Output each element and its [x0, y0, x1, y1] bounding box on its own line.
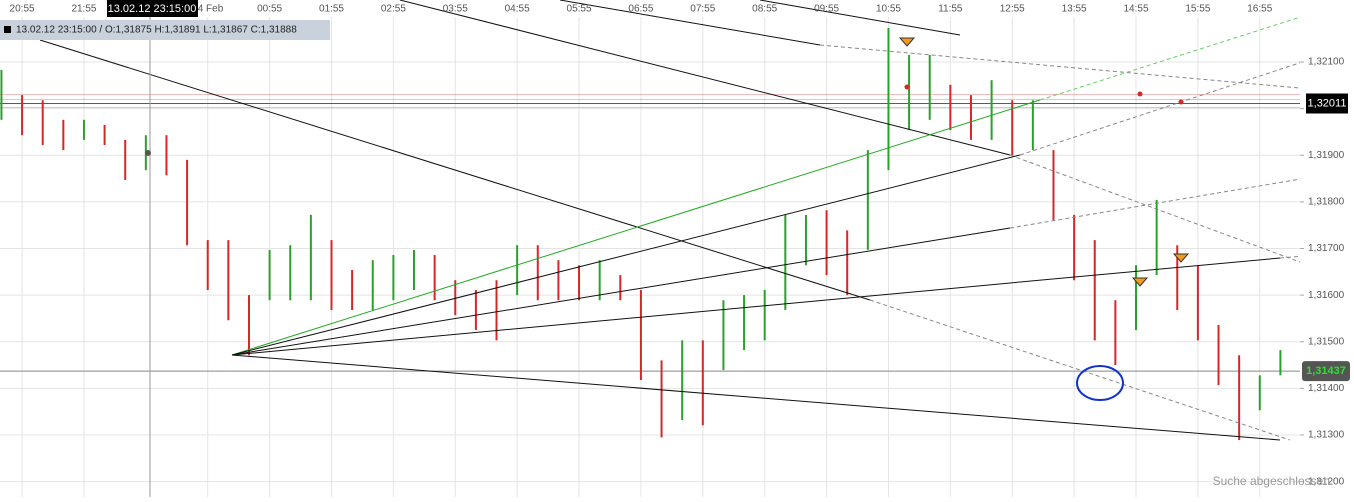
y-tick-label: 1,31400: [1308, 383, 1345, 394]
x-tick-label: 13:55: [1062, 4, 1087, 15]
x-tick-label: 16:55: [1247, 4, 1272, 15]
y-tick-label: 1,31200: [1308, 476, 1345, 487]
x-tick-label: 15:55: [1185, 4, 1210, 15]
axes: 20:55 21:55 14 Feb 00:55 01:55 02:55 03:55 04:5…: [10, 0, 1354, 497]
x-tick-label: 20:55: [10, 4, 35, 15]
x-tick-label: 12:55: [1000, 4, 1025, 15]
level-label: 1,32011: [1308, 97, 1347, 109]
crosshair-label: 13.02.12 23:15:00: [108, 3, 197, 15]
x-tick-label: 07:55: [690, 4, 715, 15]
x-tick-label: 03:55: [443, 4, 468, 15]
x-tick-label: 02:55: [381, 4, 406, 15]
ohlc-info: 13.02.12 23:15:00 / O:1,31875 H:1,31891 …: [16, 25, 297, 36]
x-tick-label: 08:55: [752, 4, 777, 15]
x-tick-label: 06:55: [628, 4, 653, 15]
x-tick-label: 21:55: [71, 4, 96, 15]
last-price-label: 1,31437: [1306, 365, 1346, 377]
x-tick-label: 14:55: [1123, 4, 1148, 15]
y-tick-label: 1,31900: [1308, 150, 1345, 161]
y-tick-label: 1,31500: [1308, 336, 1345, 347]
y-tick-label: 1,32100: [1308, 57, 1345, 68]
info-icon: [4, 26, 11, 33]
x-tick-label: 00:55: [257, 4, 282, 15]
x-tick-label: 09:55: [814, 4, 839, 15]
x-tick-label: 01:55: [319, 4, 344, 15]
last-price-box: [1302, 361, 1350, 382]
x-tick-label: 05:55: [567, 4, 592, 15]
level-box: [1306, 93, 1348, 114]
y-tick-label: 1,31600: [1308, 290, 1345, 301]
x-tick-label: 11:55: [938, 4, 963, 15]
crosshair-box: [107, 0, 198, 17]
y-tick-label: 1,31300: [1308, 430, 1345, 441]
price-axis-bg: [1300, 0, 1354, 497]
drawings: [39, 0, 1354, 497]
bars: [0, 27, 1282, 441]
x-tick-label: 14 Feb: [192, 4, 224, 15]
y-tick-label: 1,31800: [1308, 197, 1345, 208]
x-tick-label: 10:55: [876, 4, 901, 15]
info-box: [0, 20, 330, 40]
y-tick-label: 1,31700: [1308, 243, 1345, 254]
status-text: Suche abgeschlossen: [1213, 474, 1330, 488]
x-tick-label: 04:55: [505, 4, 530, 15]
